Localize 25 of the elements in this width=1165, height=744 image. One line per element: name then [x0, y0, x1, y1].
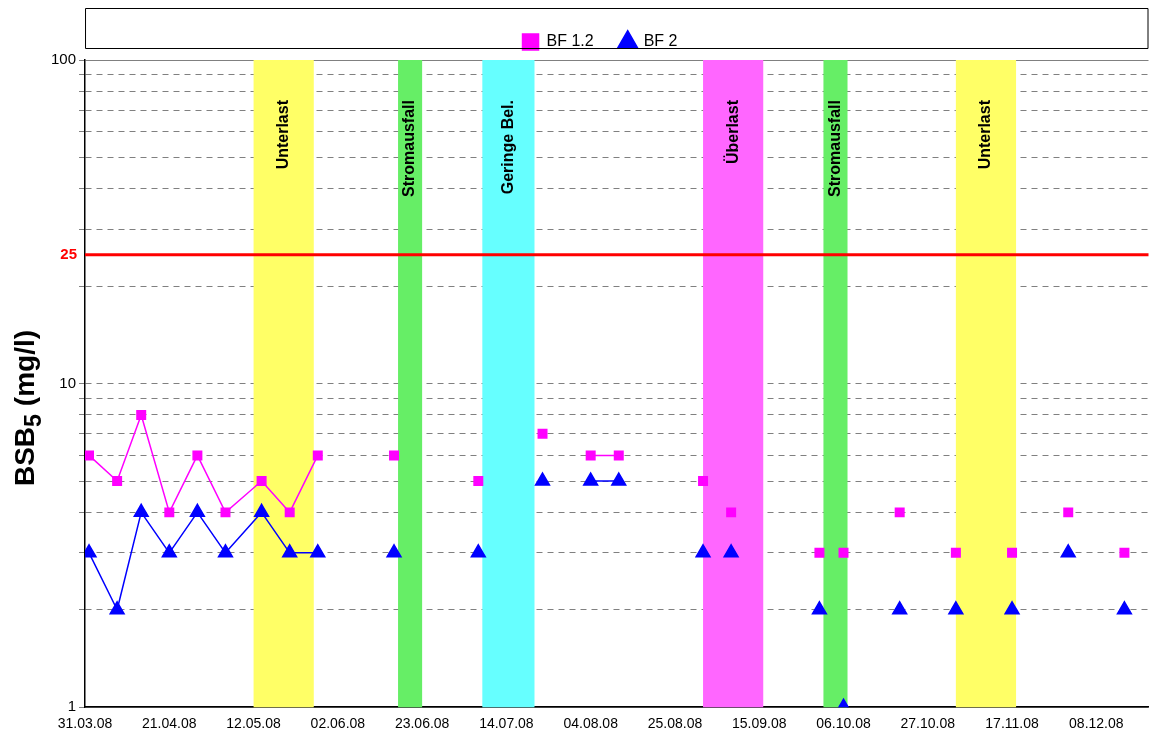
band-label: Unterlast	[274, 99, 292, 170]
x-tick-label: 21.04.08	[142, 715, 197, 732]
x-tick-label: 06.10.08	[816, 715, 871, 732]
x-tick-label: 12.05.08	[226, 715, 282, 732]
x-tick-label: 15.09.08	[731, 715, 787, 732]
ref-line-label: 25	[60, 244, 78, 262]
y-tick-label: 1	[67, 697, 77, 715]
x-tick-label: 04.08.08	[563, 715, 619, 732]
x-tick-label: 31.03.08	[57, 715, 113, 732]
band-label: Stromausfall	[400, 100, 418, 197]
y-tick-label: 100	[51, 50, 77, 68]
x-tick-label: 25.08.08	[647, 715, 703, 732]
x-tick-label: 08.12.08	[1069, 715, 1124, 732]
y-tick-label: 10	[59, 373, 77, 391]
band-label: Geringe Bel.	[498, 100, 516, 195]
legend-label: BF 1.2	[546, 32, 594, 50]
band-label: Unterlast	[976, 99, 994, 170]
x-tick-label: 14.07.08	[479, 715, 534, 732]
x-tick-label: 17.11.08	[985, 715, 1039, 732]
x-tick-label: 02.06.08	[310, 715, 366, 732]
legend-label: BF 2	[643, 32, 678, 50]
x-tick-label: 27.10.08	[900, 715, 956, 732]
band-label: Überlast	[722, 99, 741, 165]
band-label: Stromausfall	[825, 100, 843, 197]
x-tick-label: 23.06.08	[394, 715, 450, 732]
